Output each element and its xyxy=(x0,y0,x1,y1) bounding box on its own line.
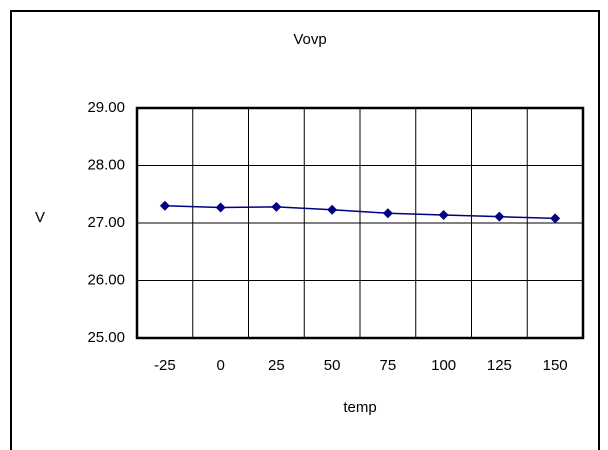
x-tick-label: 100 xyxy=(431,357,456,374)
y-tick-label: 28.00 xyxy=(87,156,125,173)
data-point xyxy=(215,202,226,213)
y-tick-label: 29.00 xyxy=(87,99,125,116)
data-point xyxy=(327,204,338,215)
y-tick-label: 27.00 xyxy=(87,214,125,231)
x-axis-label: temp xyxy=(343,399,376,416)
y-tick-label: 25.00 xyxy=(87,329,125,346)
x-tick-label: 25 xyxy=(268,357,285,374)
data-point xyxy=(550,213,561,224)
x-tick-label: -25 xyxy=(154,357,176,374)
data-point xyxy=(438,209,449,220)
data-point xyxy=(159,200,170,211)
chart-title: Vovp xyxy=(293,31,326,48)
data-point xyxy=(271,201,282,212)
x-tick-label: 0 xyxy=(216,357,224,374)
y-tick-label: 26.00 xyxy=(87,271,125,288)
series-line xyxy=(164,205,556,220)
y-axis-label: V xyxy=(35,209,45,226)
x-tick-label: 50 xyxy=(324,357,341,374)
x-tick-label: 150 xyxy=(543,357,568,374)
plot-frame xyxy=(135,106,585,340)
x-tick-label: 75 xyxy=(380,357,397,374)
x-tick-label: 125 xyxy=(487,357,512,374)
data-point xyxy=(382,208,393,219)
data-point xyxy=(494,211,505,222)
